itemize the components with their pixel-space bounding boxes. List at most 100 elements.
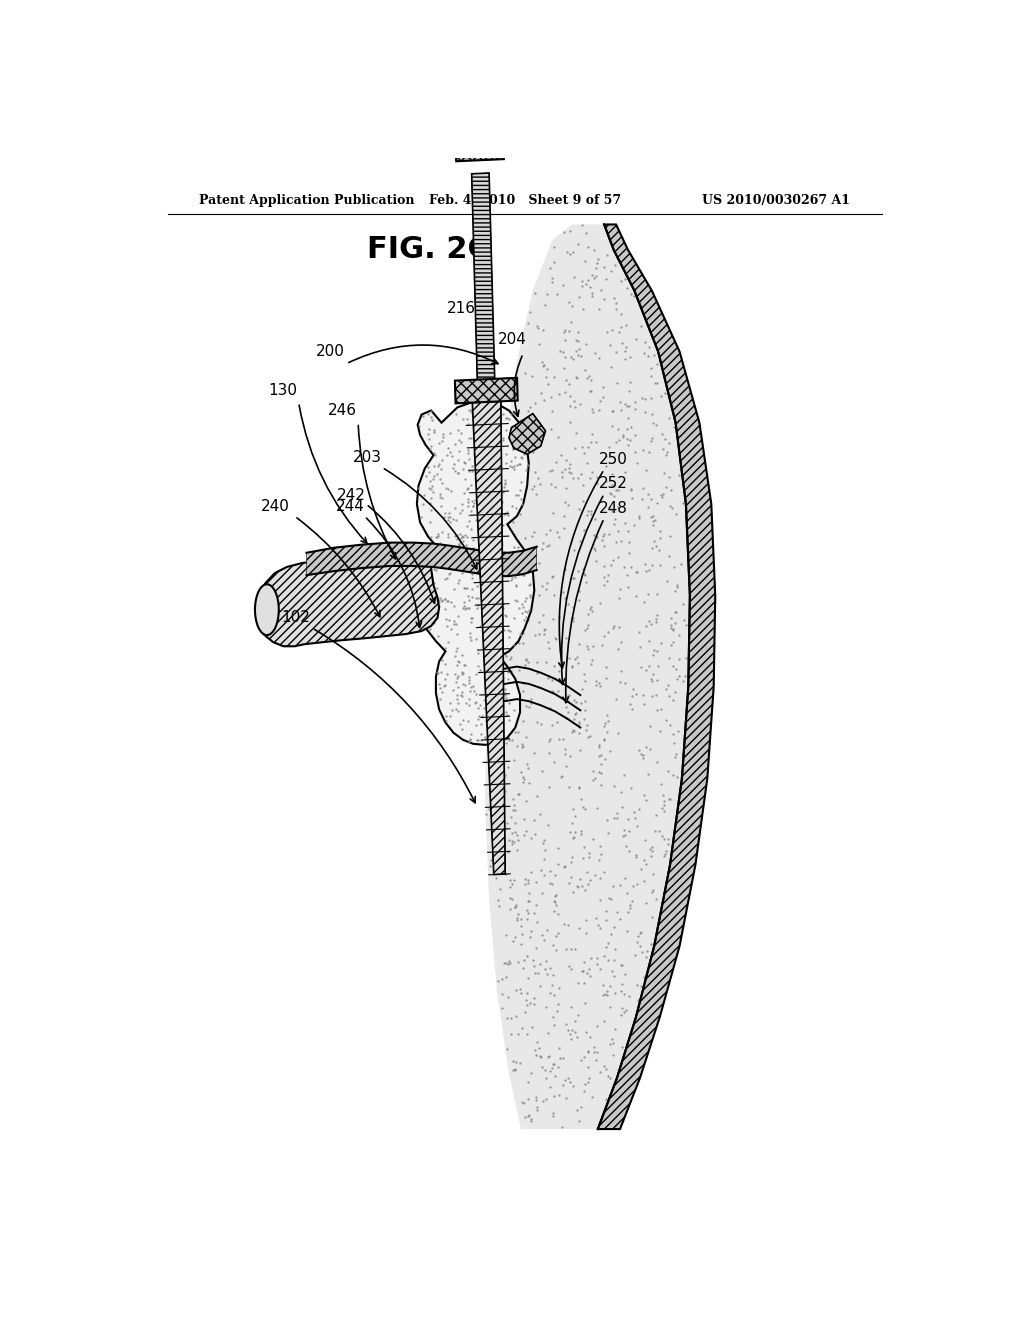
Point xyxy=(465,529,481,550)
Point xyxy=(570,286,587,308)
Point xyxy=(481,466,498,487)
Point xyxy=(636,850,652,871)
Point xyxy=(615,424,632,445)
Point xyxy=(628,329,644,350)
Point xyxy=(565,389,582,411)
Point xyxy=(510,531,526,552)
Point xyxy=(492,606,508,627)
Point xyxy=(561,648,578,669)
Point xyxy=(667,612,683,634)
Point xyxy=(608,803,625,824)
Point xyxy=(572,869,589,890)
Point xyxy=(539,573,555,594)
Point xyxy=(573,820,590,841)
Point xyxy=(465,395,481,416)
Point xyxy=(612,315,629,337)
Point xyxy=(610,496,627,517)
Point xyxy=(586,537,602,558)
Point xyxy=(612,391,629,412)
Point xyxy=(497,704,513,725)
Point xyxy=(654,424,671,445)
Point xyxy=(525,949,542,970)
Point xyxy=(520,968,537,989)
Point xyxy=(518,649,535,671)
Point xyxy=(539,920,555,941)
Text: 244: 244 xyxy=(336,499,365,513)
Point xyxy=(634,488,650,510)
Point xyxy=(552,341,568,362)
Point xyxy=(455,408,471,429)
Point xyxy=(492,606,508,627)
Point xyxy=(524,583,541,605)
Point xyxy=(577,1080,593,1101)
Point xyxy=(484,673,501,694)
Point xyxy=(548,895,564,916)
Point xyxy=(548,628,564,649)
Point xyxy=(578,700,594,721)
Point xyxy=(546,900,562,921)
Point xyxy=(463,607,479,628)
Point xyxy=(497,834,513,855)
Point xyxy=(549,711,565,733)
Point xyxy=(487,424,504,445)
Point xyxy=(596,556,612,577)
Point xyxy=(528,1031,545,1052)
Point xyxy=(512,503,528,524)
Point xyxy=(584,370,600,391)
Point xyxy=(591,347,607,368)
Point xyxy=(646,821,663,842)
Point xyxy=(603,260,620,281)
Point xyxy=(525,475,542,496)
Point xyxy=(489,715,506,737)
Point xyxy=(596,1010,612,1031)
Point xyxy=(445,453,462,474)
Point xyxy=(434,430,451,451)
Point xyxy=(471,565,487,586)
Point xyxy=(512,585,528,606)
Point xyxy=(552,640,568,661)
Point xyxy=(498,733,514,754)
Point xyxy=(508,895,524,916)
Point xyxy=(480,701,497,722)
Point xyxy=(463,723,479,744)
Point xyxy=(638,615,654,636)
Point xyxy=(629,874,645,895)
Point xyxy=(538,958,554,979)
Point xyxy=(441,422,458,444)
Point xyxy=(517,601,534,622)
Point xyxy=(525,987,542,1008)
Point xyxy=(565,882,582,903)
Point xyxy=(470,508,486,529)
Point xyxy=(450,606,466,627)
Point xyxy=(680,549,696,570)
Point xyxy=(457,675,473,696)
Point xyxy=(566,939,583,960)
Point xyxy=(440,550,457,572)
Point xyxy=(454,719,470,741)
Point xyxy=(596,715,612,737)
Point xyxy=(425,466,441,487)
Point xyxy=(479,511,496,532)
Point xyxy=(513,733,529,754)
Point xyxy=(554,461,570,482)
Point xyxy=(450,684,466,705)
Point xyxy=(609,479,626,500)
Point xyxy=(494,722,510,743)
Point xyxy=(510,690,526,711)
Point xyxy=(573,1049,590,1071)
Point xyxy=(643,488,659,510)
Point xyxy=(439,479,456,500)
Point xyxy=(611,874,628,895)
Point xyxy=(418,602,434,623)
Point xyxy=(546,366,562,387)
Point xyxy=(566,1020,583,1041)
Point xyxy=(473,434,489,455)
Point xyxy=(583,597,599,618)
Point xyxy=(454,525,470,546)
Point xyxy=(528,711,545,733)
Point xyxy=(561,685,578,706)
Point xyxy=(561,374,578,395)
Point xyxy=(498,924,514,945)
Point xyxy=(463,557,479,578)
Point xyxy=(500,531,516,552)
